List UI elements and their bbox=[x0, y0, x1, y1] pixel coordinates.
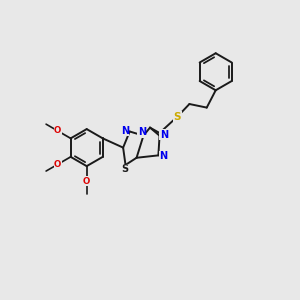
Text: O: O bbox=[54, 126, 62, 135]
Text: S: S bbox=[174, 112, 181, 122]
Text: N: N bbox=[121, 126, 129, 136]
Text: N: N bbox=[159, 151, 167, 161]
Text: O: O bbox=[83, 177, 90, 186]
Text: N: N bbox=[160, 130, 168, 140]
Text: N: N bbox=[138, 127, 146, 137]
Text: O: O bbox=[54, 160, 62, 169]
Text: S: S bbox=[121, 164, 128, 174]
